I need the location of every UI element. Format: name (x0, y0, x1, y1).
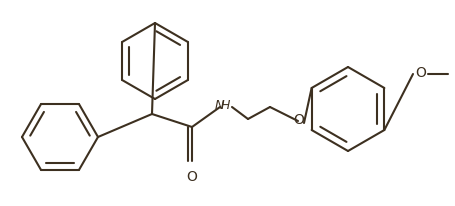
Text: O: O (415, 66, 425, 80)
Text: N: N (214, 99, 224, 112)
Text: H: H (221, 99, 230, 112)
Text: O: O (293, 112, 304, 126)
Text: O: O (186, 169, 197, 183)
